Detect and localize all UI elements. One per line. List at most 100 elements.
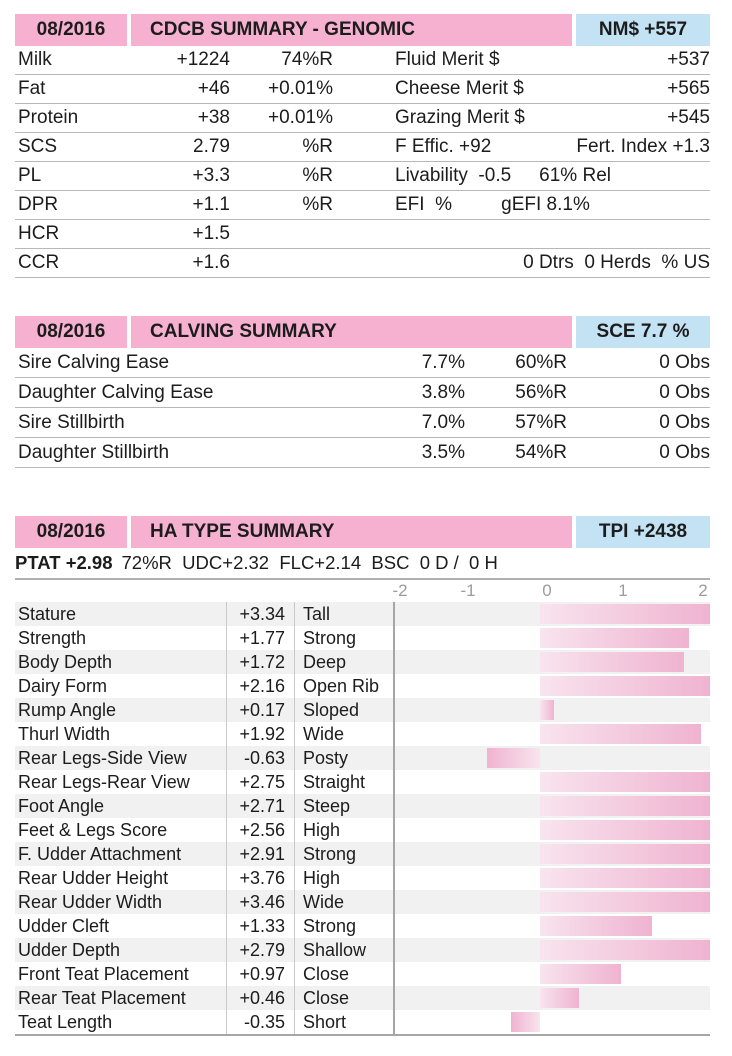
calving-row: Daughter Calving Ease 3.8% 56%R 0 Obs [15, 378, 710, 408]
linear-trait-descriptor: High [303, 820, 341, 840]
trait-bar-cell [393, 866, 710, 890]
calving-title: CALVING SUMMARY [131, 316, 572, 348]
section-gap [15, 468, 710, 516]
linear-trait-descriptor: Sloped [303, 700, 360, 720]
axis-tick: -2 [392, 581, 408, 600]
linear-trait-value: +0.46 [227, 986, 295, 1010]
linear-trait-value: +1.72 [227, 650, 295, 674]
linear-trait-label: Foot Angle [15, 794, 227, 818]
linear-trait-table: Stature +3.34 Tall Strength +1.77 Strong… [15, 602, 710, 1036]
merit-label: F Effic. +92 [395, 136, 492, 157]
calving-trait-reliability: 60%R [515, 351, 567, 373]
genomic-table: Milk +1224 74%R Fluid Merit $ +537 Fat +… [15, 46, 710, 278]
linear-trait-value: +2.79 [227, 938, 295, 962]
linear-trait-label: Feet & Legs Score [15, 818, 227, 842]
tpi-badge: TPI +2438 [576, 516, 710, 548]
calving-row: Daughter Stillbirth 3.5% 54%R 0 Obs [15, 438, 710, 468]
linear-trait-descriptor: Open Rib [303, 676, 380, 696]
trait-bar [540, 652, 685, 672]
merit-label: Fluid Merit $ [395, 49, 500, 70]
linear-trait-value: +3.34 [227, 602, 295, 626]
linear-trait-descriptor: Strong [303, 916, 357, 936]
type-date: 08/2016 [15, 516, 127, 548]
merit-value: +545 [667, 107, 710, 128]
trait-bar [540, 700, 555, 720]
genomic-title: CDCB SUMMARY - GENOMIC [131, 14, 572, 46]
linear-trait-label: Rump Angle [15, 698, 227, 722]
trait-bar-cell [393, 818, 710, 842]
linear-trait-descriptor: Strong [303, 844, 357, 864]
merit-value: +537 [667, 49, 710, 70]
trait-row: Rear Legs-Side View -0.63 Posty [15, 746, 710, 770]
linear-trait-label: Stature [15, 602, 227, 626]
linear-trait-value: +3.76 [227, 866, 295, 890]
linear-trait-descriptor: High [303, 868, 341, 888]
axis-tick-labels: -2 -1 0 1 2 [392, 580, 710, 602]
calving-trait-observations: 0 Obs [659, 441, 710, 463]
trait-row: Rear Legs-Rear View +2.75 Straight [15, 770, 710, 794]
linear-trait-descriptor: Close [303, 988, 350, 1008]
trait-bar-cell [393, 794, 710, 818]
linear-trait-descriptor: Wide [303, 892, 345, 912]
calving-trait-label: Sire Calving Ease [18, 351, 170, 373]
linear-trait-value: +2.75 [227, 770, 295, 794]
merit-label: Livability -0.5 [395, 165, 512, 186]
merit-label: Cheese Merit $ [395, 78, 524, 99]
trait-bar-cell [393, 938, 710, 962]
linear-trait-label: Thurl Width [15, 722, 227, 746]
linear-trait-value: +2.56 [227, 818, 295, 842]
trait-bar-cell [393, 986, 710, 1010]
genomic-summary-section: 08/2016 CDCB SUMMARY - GENOMIC NM$ +557 … [15, 14, 710, 278]
merit-mid-value: gEFI 8.1% [480, 194, 590, 215]
trait-value: +1.6 [192, 252, 230, 273]
trait-bar-cell [393, 674, 710, 698]
axis-tick: 1 [618, 581, 628, 600]
genomic-row-right: Fluid Merit $ +537 [395, 49, 710, 71]
linear-trait-value: +0.97 [227, 962, 295, 986]
trait-value: +38 [197, 107, 230, 128]
trait-bar [540, 964, 622, 984]
calving-trait-reliability: 54%R [515, 441, 567, 463]
linear-trait-descriptor: Shallow [303, 940, 367, 960]
linear-trait-descriptor: Short [303, 1012, 347, 1032]
linear-trait-descriptor: Posty [303, 748, 349, 768]
merit-value: +565 [667, 78, 710, 99]
linear-trait-label: Rear Legs-Side View [15, 746, 227, 770]
trait-value: +46 [197, 78, 230, 99]
linear-trait-label: Strength [15, 626, 227, 650]
linear-trait-label: Udder Cleft [15, 914, 227, 938]
trait-label: Protein [18, 107, 79, 128]
trait-bar-cell [393, 842, 710, 866]
linear-trait-label: Dairy Form [15, 674, 227, 698]
trait-row: Dairy Form +2.16 Open Rib [15, 674, 710, 698]
trait-row: Front Teat Placement +0.97 Close [15, 962, 710, 986]
trait-row: Rear Teat Placement +0.46 Close [15, 986, 710, 1010]
trait-bar [540, 772, 710, 792]
linear-trait-label: Body Depth [15, 650, 227, 674]
sce-badge: SCE 7.7 % [576, 316, 710, 348]
linear-chart-axis: -2 -1 0 1 2 [15, 580, 710, 602]
genomic-row: SCS 2.79 %R F Effic. +92 Fert. Index +1.… [15, 133, 710, 162]
trait-label: PL [18, 165, 42, 186]
calving-trait-value: 3.5% [421, 441, 465, 463]
merit-label: Grazing Merit $ [395, 107, 525, 128]
trait-label: HCR [18, 223, 60, 244]
axis-tick: 2 [698, 581, 708, 600]
trait-bar [540, 628, 689, 648]
trait-bar [540, 844, 710, 864]
genomic-summary-header: 08/2016 CDCB SUMMARY - GENOMIC NM$ +557 [15, 14, 710, 46]
trait-label: CCR [18, 252, 60, 273]
trait-bar-cell [393, 626, 710, 650]
ptat-value: PTAT +2.98 [15, 552, 113, 573]
trait-row: Rear Udder Width +3.46 Wide [15, 890, 710, 914]
calving-row: Sire Calving Ease 7.7% 60%R 0 Obs [15, 348, 710, 378]
trait-label: Fat [18, 78, 46, 99]
calving-trait-value: 7.7% [421, 351, 465, 373]
merit-value: 0 Dtrs 0 Herds % US [523, 252, 710, 273]
calving-trait-label: Sire Stillbirth [18, 411, 125, 433]
linear-trait-value: +0.17 [227, 698, 295, 722]
axis-tick: 0 [542, 581, 552, 600]
type-summary-section: 08/2016 HA TYPE SUMMARY TPI +2438 PTAT +… [15, 516, 710, 1036]
trait-reliability: %R [302, 194, 333, 215]
linear-trait-label: Rear Legs-Rear View [15, 770, 227, 794]
